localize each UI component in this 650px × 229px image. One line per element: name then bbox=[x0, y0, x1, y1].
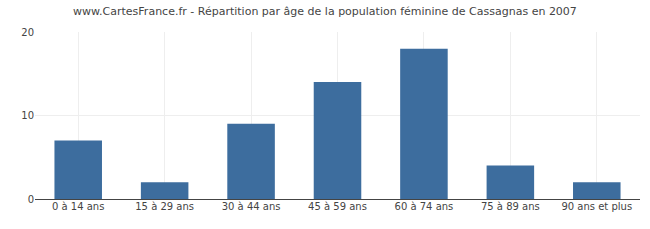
svg-text:20: 20 bbox=[21, 27, 34, 38]
svg-text:75 à 89 ans: 75 à 89 ans bbox=[481, 201, 540, 212]
svg-text:www.CartesFrance.fr - Répartit: www.CartesFrance.fr - Répartition par âg… bbox=[73, 5, 577, 18]
svg-text:90 ans et plus: 90 ans et plus bbox=[561, 201, 632, 212]
svg-text:45 à 59 ans: 45 à 59 ans bbox=[308, 201, 367, 212]
svg-text:30 à 44 ans: 30 à 44 ans bbox=[222, 201, 281, 212]
svg-text:10: 10 bbox=[21, 110, 34, 121]
svg-text:0 à 14 ans: 0 à 14 ans bbox=[52, 201, 104, 212]
svg-text:0: 0 bbox=[28, 194, 34, 205]
svg-text:15 à 29 ans: 15 à 29 ans bbox=[135, 201, 194, 212]
svg-text:60 à 74 ans: 60 à 74 ans bbox=[395, 201, 454, 212]
